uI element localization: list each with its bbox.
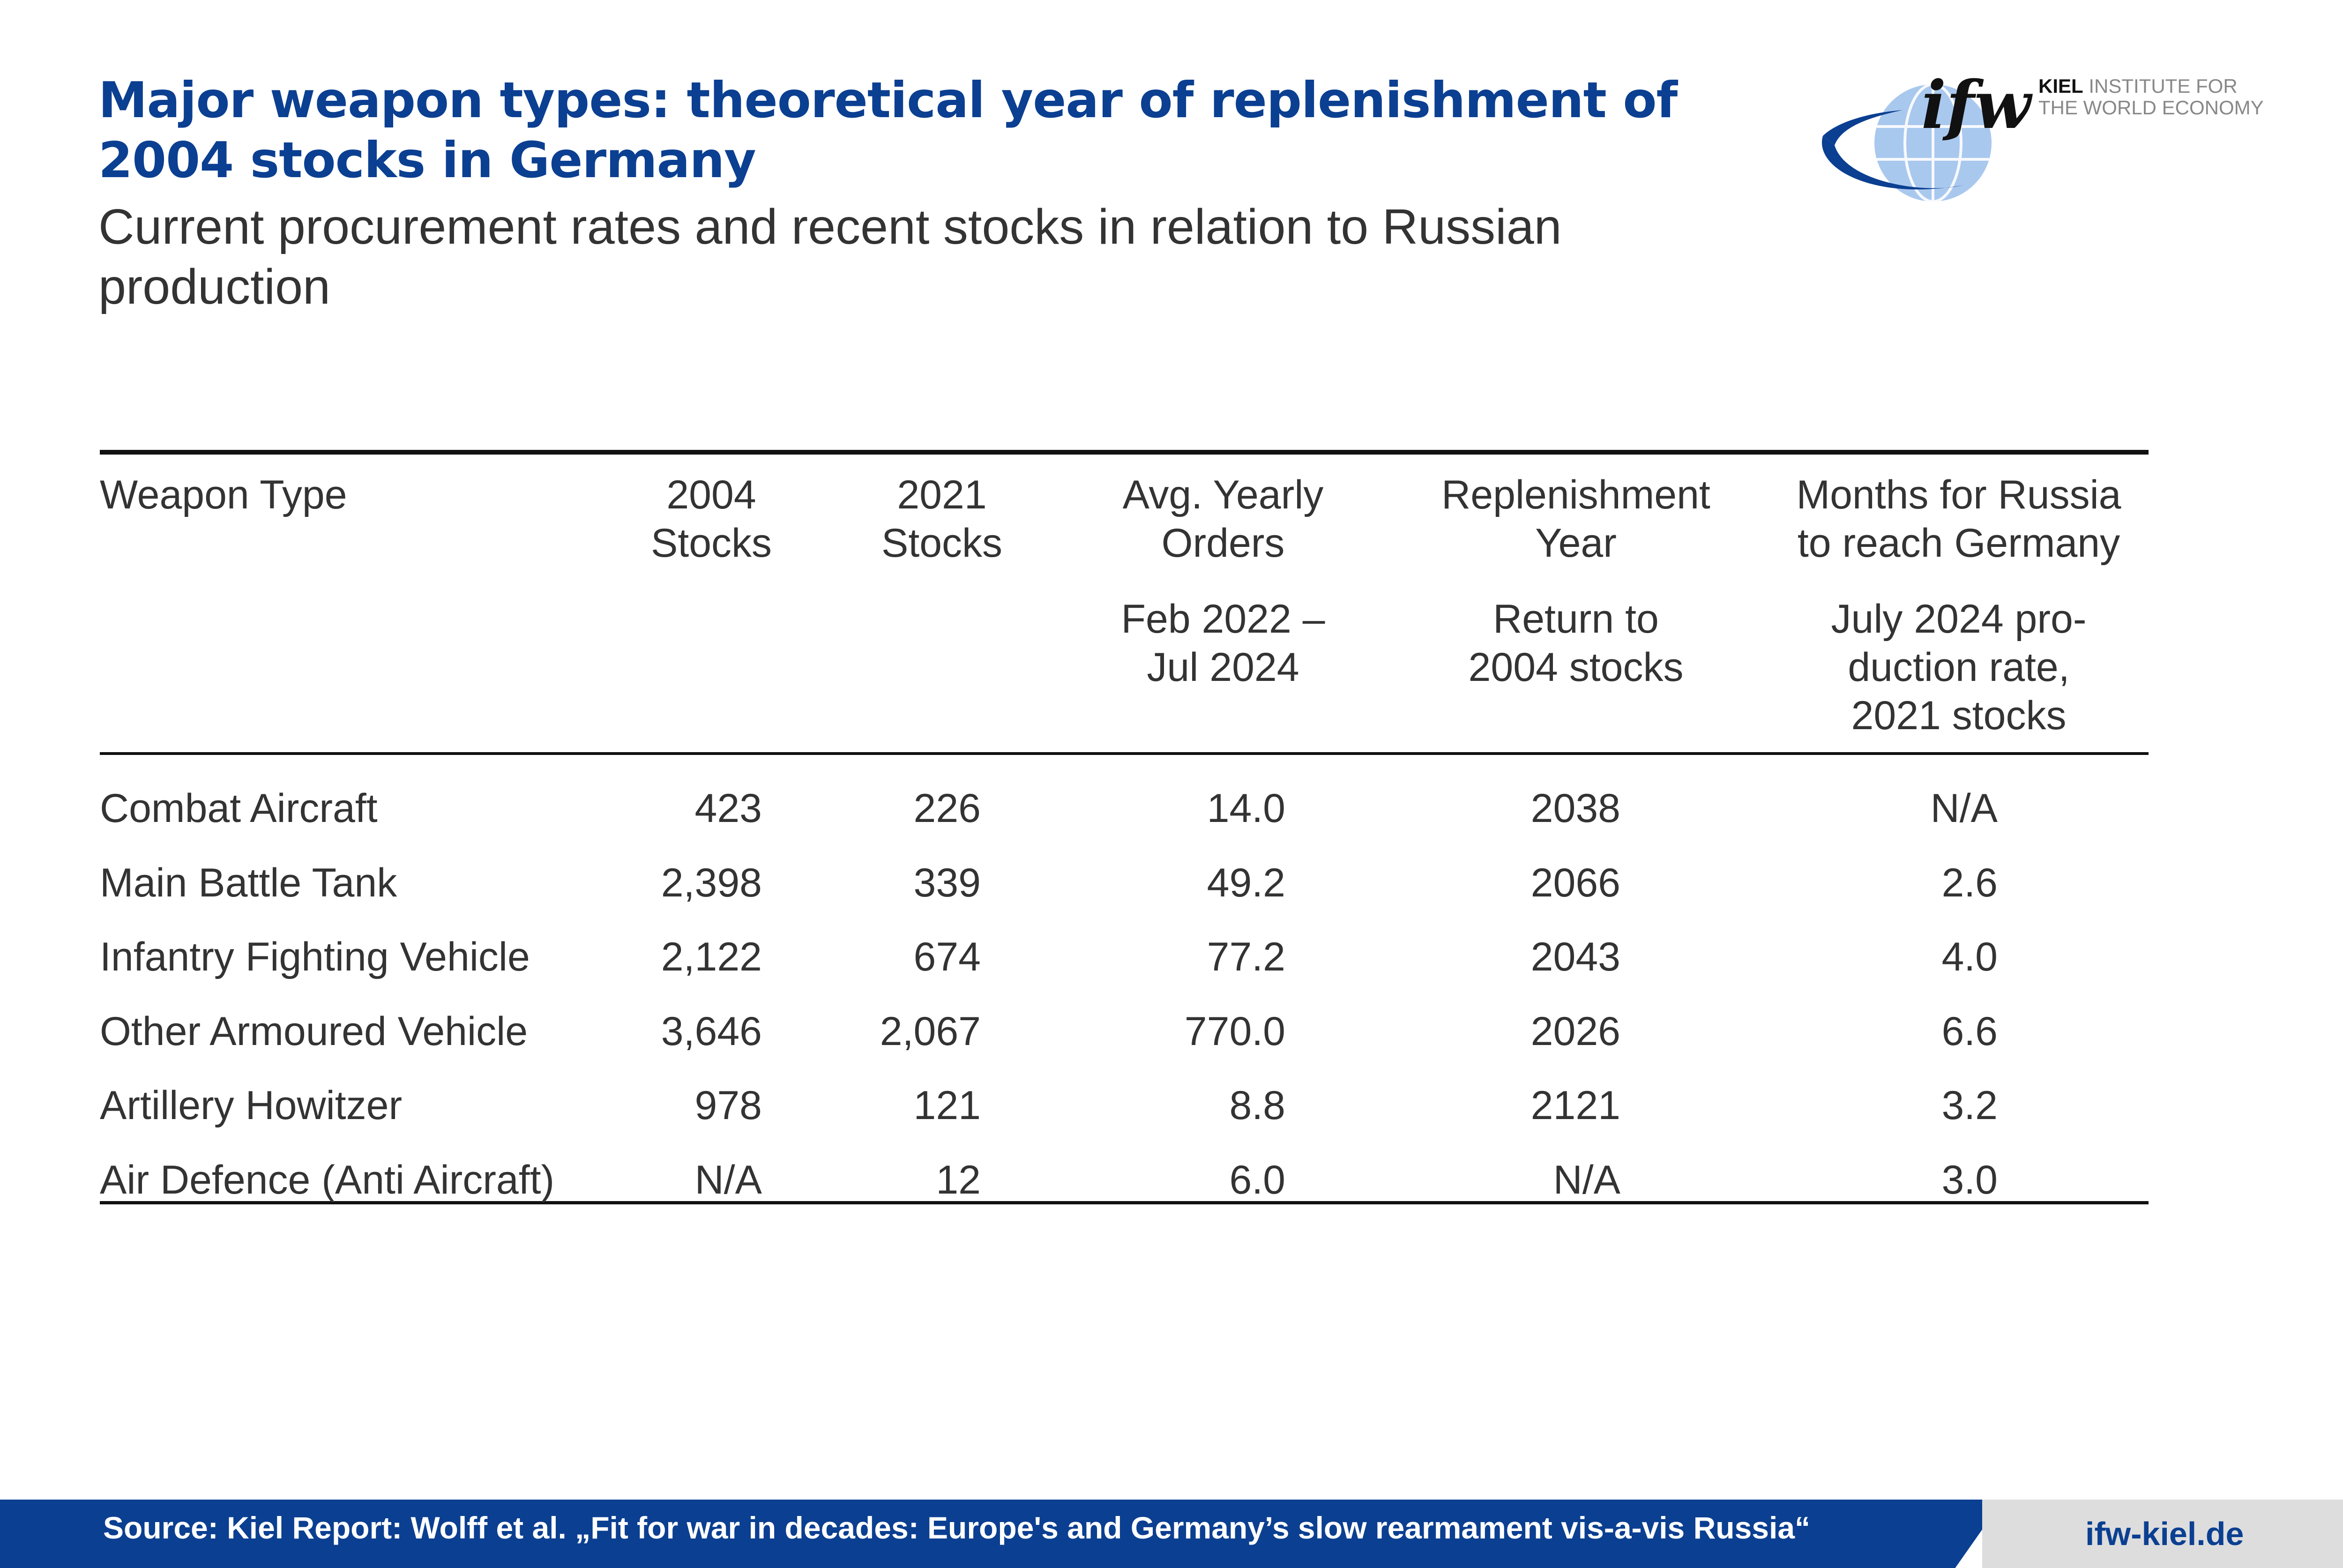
cell-stocks_2021: 12	[936, 1157, 981, 1202]
cell-weapon: Artillery Howitzer	[100, 1083, 403, 1128]
table-row: Infantry Fighting Vehicle 2,122 674 77.2 204…	[100, 922, 2149, 992]
cell-replenishment: 2026	[1530, 1008, 1620, 1054]
column-header-weapon: Weapon Type	[100, 471, 347, 519]
cell-stocks_2021: 121	[913, 1083, 981, 1128]
footer-bar	[0, 1500, 2003, 1568]
column-subheader-months_russia: July 2024 pro-duction rate, 2021 stocks	[1678, 595, 2240, 740]
table-bottom-rule	[100, 1201, 2149, 1204]
source-note: Source: Kiel Report: Wolff et al. „Fit f…	[103, 1510, 1811, 1545]
column-subheader-months_russia-line: duction rate,	[1848, 645, 2070, 690]
column-header-months_russia: Months for Russia to reach Germany	[1678, 471, 2240, 567]
cell-months_russia: 3.2	[1941, 1083, 1998, 1128]
column-header-avg_orders-line: Orders	[1161, 521, 1285, 566]
cell-avg_orders: 49.2	[1207, 860, 1285, 905]
column-header-stocks_2021-line: Stocks	[881, 521, 1003, 566]
cell-stocks_2021: 226	[913, 786, 981, 831]
ifw-logo: ifw KIEL INSTITUTE FOR THE WORLD ECONOMY	[1809, 66, 2277, 216]
column-header-months_russia-line: to reach Germany	[1797, 521, 2120, 566]
cell-months_russia: 3.0	[1941, 1157, 1998, 1202]
cell-weapon: Other Armoured Vehicle	[100, 1008, 528, 1054]
cell-stocks_2004: N/A	[694, 1157, 762, 1202]
cell-avg_orders: 14.0	[1207, 786, 1285, 831]
column-subheader-months_russia-line: 2021 stocks	[1851, 693, 2067, 738]
chart-subtitle: Current procurement rates and recent sto…	[98, 199, 1562, 314]
cell-months_russia: 6.6	[1941, 1008, 1998, 1054]
table-row: Combat Aircraft 423 226 14.0 2038 N/A	[100, 773, 2149, 844]
cell-replenishment: N/A	[1553, 1157, 1620, 1202]
table-row: Air Defence (Anti Aircraft) N/A 12 6.0 N/A 3.…	[100, 1145, 2149, 1215]
cell-months_russia: N/A	[1930, 786, 1998, 831]
cell-stocks_2004: 2,122	[661, 934, 762, 979]
column-subheader-months_russia-line: July 2024 pro-	[1831, 597, 2087, 642]
column-header-stocks_2004-line: 2004	[666, 472, 756, 517]
cell-stocks_2021: 2,067	[880, 1008, 981, 1054]
column-subheader-replenishment-line: 2004 stocks	[1468, 645, 1684, 690]
cell-months_russia: 2.6	[1941, 860, 1998, 905]
column-header-replenishment-line: Replenishment	[1441, 472, 1710, 517]
logo-tagline-1: KIEL INSTITUTE FOR	[2038, 75, 2238, 97]
globe-icon	[1821, 83, 1992, 203]
column-subheader-replenishment-line: Return to	[1493, 597, 1659, 642]
cell-replenishment: 2043	[1530, 934, 1620, 979]
table-row: Artillery Howitzer 978 121 8.8 2121 3.2	[100, 1070, 2149, 1141]
table-top-rule	[100, 450, 2149, 455]
cell-stocks_2021: 674	[913, 934, 981, 979]
chart-title: Major weapon types: theoretical year of …	[98, 72, 1678, 189]
cell-replenishment: 2121	[1530, 1083, 1620, 1128]
column-header-replenishment: Replenishment Year	[1295, 471, 1857, 567]
cell-replenishment: 2066	[1530, 860, 1620, 905]
column-header-avg_orders-line: Avg. Yearly	[1122, 472, 1324, 517]
column-header-stocks_2021: 2021 Stocks	[661, 471, 1223, 567]
cell-avg_orders: 770.0	[1184, 1008, 1285, 1054]
cell-avg_orders: 8.8	[1229, 1083, 1285, 1128]
site-link[interactable]: ifw-kiel.de	[2085, 1516, 2244, 1552]
cell-stocks_2004: 978	[694, 1083, 762, 1128]
column-header-replenishment-line: Year	[1535, 521, 1617, 566]
cell-stocks_2021: 339	[913, 860, 981, 905]
column-subheader-replenishment: Return to 2004 stocks	[1295, 595, 1857, 692]
column-header-stocks_2021-line: 2021	[897, 472, 987, 517]
logo-tagline-2: THE WORLD ECONOMY	[2038, 97, 2264, 119]
column-header-stocks_2004-line: Stocks	[650, 521, 772, 566]
column-subheader-avg_orders-line: Jul 2024	[1147, 645, 1299, 690]
column-subheader-avg_orders-line: Feb 2022 –	[1121, 597, 1325, 642]
cell-stocks_2004: 3,646	[661, 1008, 762, 1054]
column-subheader-avg_orders: Feb 2022 – Jul 2024	[942, 595, 1504, 692]
footer-site-panel	[1982, 1500, 2343, 1568]
table-row: Main Battle Tank 2,398 339 49.2 2066 2.6	[100, 848, 2149, 918]
column-header-avg_orders: Avg. Yearly Orders	[942, 471, 1504, 567]
cell-stocks_2004: 2,398	[661, 860, 762, 905]
column-header-months_russia-line: Months for Russia	[1796, 472, 2121, 517]
table-row: Other Armoured Vehicle 3,646 2,067 770.0 202…	[100, 996, 2149, 1067]
cell-avg_orders: 6.0	[1229, 1157, 1285, 1202]
cell-replenishment: 2038	[1530, 786, 1620, 831]
column-header-weapon-line: Weapon Type	[100, 472, 347, 517]
cell-weapon: Combat Aircraft	[100, 786, 378, 831]
cell-weapon: Main Battle Tank	[100, 860, 397, 905]
column-header-stocks_2004: 2004 Stocks	[430, 471, 992, 567]
cell-avg_orders: 77.2	[1207, 934, 1285, 979]
table-header-rule	[100, 752, 2149, 755]
cell-stocks_2004: 423	[694, 786, 762, 831]
logo-wordmark: ifw	[1921, 67, 2031, 144]
cell-weapon: Air Defence (Anti Aircraft)	[100, 1157, 555, 1202]
cell-weapon: Infantry Fighting Vehicle	[100, 934, 530, 979]
cell-months_russia: 4.0	[1941, 934, 1998, 979]
